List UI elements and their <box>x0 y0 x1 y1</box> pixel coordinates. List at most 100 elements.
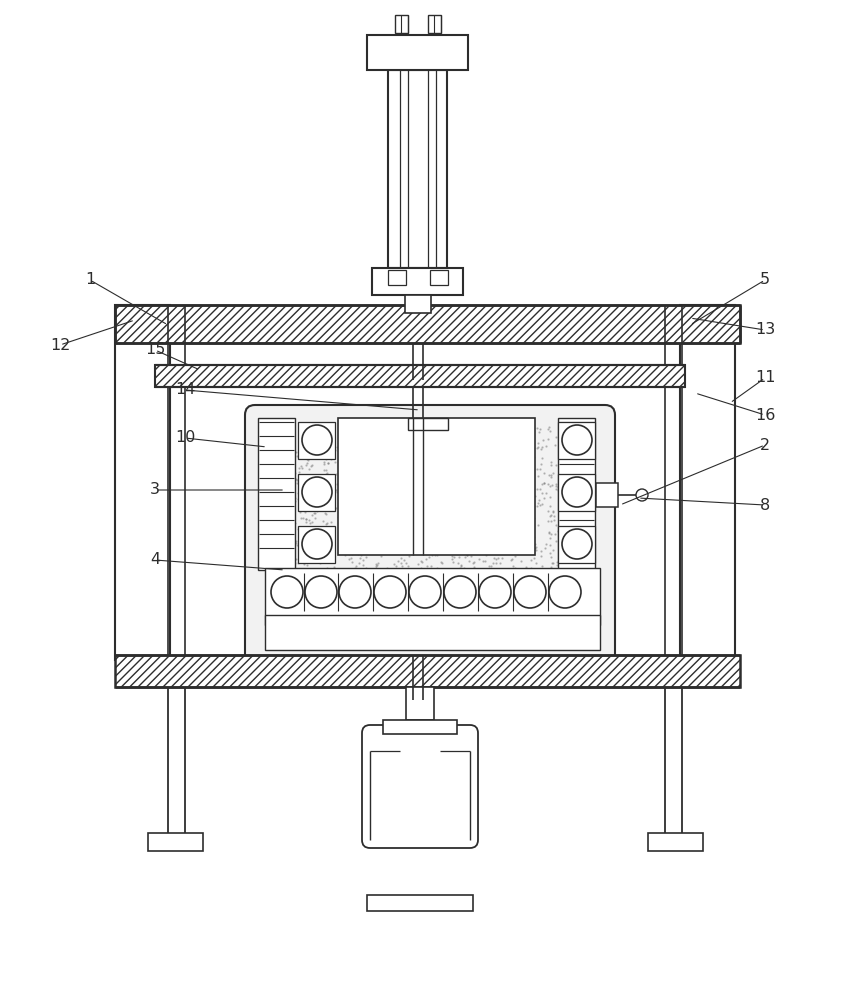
Point <box>335 504 349 520</box>
Point <box>327 613 340 629</box>
Point <box>289 444 303 460</box>
Point <box>401 617 415 633</box>
Point <box>377 616 391 632</box>
Point <box>475 504 489 520</box>
Point <box>377 584 391 600</box>
Point <box>267 571 280 587</box>
Point <box>577 588 591 604</box>
Point <box>299 548 313 564</box>
Point <box>552 612 566 628</box>
Point <box>279 633 292 649</box>
Point <box>469 424 483 440</box>
Point <box>274 567 287 583</box>
Point <box>443 500 457 516</box>
Point <box>456 456 469 472</box>
Point <box>275 557 289 573</box>
Point <box>542 419 556 435</box>
Point <box>400 608 414 624</box>
Point <box>365 498 379 514</box>
Point <box>538 465 551 481</box>
Point <box>352 463 366 479</box>
Point <box>381 455 395 471</box>
Point <box>421 605 434 621</box>
Point <box>317 541 331 557</box>
Point <box>415 428 428 444</box>
Point <box>327 471 341 487</box>
Point <box>450 471 463 487</box>
Point <box>390 501 404 517</box>
Point <box>396 634 410 650</box>
Point <box>331 627 345 643</box>
Point <box>570 530 584 546</box>
Point <box>491 518 504 534</box>
Point <box>538 490 551 506</box>
Point <box>362 620 375 636</box>
Point <box>436 524 450 540</box>
Point <box>516 598 529 614</box>
Point <box>392 470 405 486</box>
Point <box>338 457 351 473</box>
Point <box>321 569 334 585</box>
Point <box>451 621 465 637</box>
Point <box>466 601 480 617</box>
Point <box>507 622 521 638</box>
Point <box>522 435 535 451</box>
Point <box>417 522 431 538</box>
Point <box>330 596 344 612</box>
Point <box>509 560 522 576</box>
Bar <box>400 733 440 751</box>
Point <box>545 624 558 640</box>
Point <box>455 425 469 441</box>
Point <box>543 545 557 561</box>
Point <box>359 610 373 626</box>
Point <box>586 493 599 509</box>
Point <box>534 558 548 574</box>
Point <box>264 539 278 555</box>
Point <box>295 444 309 460</box>
Point <box>486 618 500 634</box>
Point <box>333 481 347 497</box>
Point <box>422 457 435 473</box>
Point <box>360 602 374 618</box>
Point <box>302 583 315 599</box>
Point <box>487 456 501 472</box>
Point <box>527 425 540 441</box>
Point <box>282 466 296 482</box>
Point <box>487 508 501 524</box>
Point <box>298 551 312 567</box>
Point <box>532 435 545 451</box>
Point <box>393 426 407 442</box>
Point <box>433 599 447 615</box>
Point <box>296 427 310 443</box>
Point <box>435 447 449 463</box>
Point <box>481 569 494 585</box>
Point <box>565 534 579 550</box>
Point <box>350 428 363 444</box>
Point <box>553 466 567 482</box>
Point <box>426 500 439 516</box>
Point <box>304 522 317 538</box>
Point <box>568 507 581 523</box>
Point <box>270 552 284 568</box>
Point <box>428 616 442 632</box>
Point <box>439 529 452 545</box>
Point <box>308 584 321 600</box>
Point <box>279 562 292 578</box>
Point <box>556 464 569 480</box>
Point <box>298 504 312 520</box>
Point <box>584 447 598 463</box>
Point <box>454 485 468 501</box>
Point <box>268 440 282 456</box>
Point <box>369 508 383 524</box>
Point <box>508 587 522 603</box>
Point <box>295 549 309 565</box>
Circle shape <box>444 576 476 608</box>
Point <box>424 482 438 498</box>
Point <box>482 572 496 588</box>
Point <box>315 499 329 515</box>
Point <box>563 505 576 521</box>
Point <box>445 501 458 517</box>
Point <box>518 425 532 441</box>
Point <box>404 525 417 541</box>
Text: 14: 14 <box>174 382 195 397</box>
